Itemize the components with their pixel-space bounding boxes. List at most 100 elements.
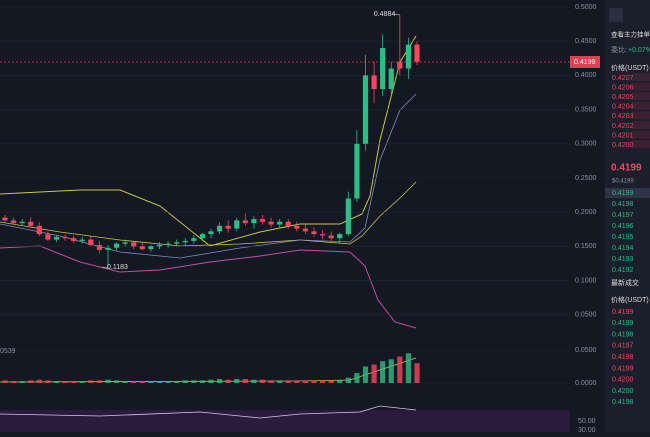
price-header: 价格(USDT): [611, 63, 649, 72]
ask-depth: [632, 92, 650, 101]
osc-bg: [0, 410, 570, 432]
candle-body: [45, 234, 51, 240]
last-price-label: 0.4199: [574, 59, 596, 66]
volume-bar: [71, 381, 77, 383]
ask-depth: [632, 140, 650, 149]
candle-body: [234, 220, 240, 229]
bid-price: 0.4195: [612, 234, 634, 241]
ratio-value: +0.07%: [628, 47, 650, 54]
ask-depth: [632, 73, 650, 81]
bid-price: 0.4192: [612, 267, 634, 274]
ask-price: 0.4207: [612, 75, 634, 82]
candle-body: [182, 240, 188, 243]
ask-depth: [632, 130, 650, 139]
volume-bar: [139, 381, 145, 383]
volume-bar: [165, 381, 171, 383]
trades-title: 最新成交: [611, 278, 639, 287]
volume-bar: [199, 380, 206, 383]
candle-body: [191, 238, 197, 241]
candle-body: [251, 219, 257, 224]
candle-body: [242, 220, 248, 224]
panel-toggle[interactable]: 查看主力挂单: [611, 30, 650, 39]
trade-price: 0.4198: [612, 354, 634, 361]
ask-depth: [632, 101, 650, 110]
volume-bar: [62, 381, 68, 383]
chart-bg: [0, 0, 605, 432]
low-pointer: [101, 266, 109, 269]
candle-body: [156, 245, 163, 247]
y-tick-label: 0.1500: [575, 243, 597, 250]
y-tick-label: 0.3000: [575, 141, 597, 148]
candle-body: [337, 234, 343, 239]
osc-line: [0, 405, 417, 419]
ask-price: 0.4204: [612, 104, 634, 111]
candle-body: [71, 238, 77, 241]
volume-bar: [405, 353, 412, 383]
volume-bar: [225, 379, 231, 383]
bid-price: 0.4194: [612, 245, 634, 252]
trade-price: 0.4200: [612, 377, 634, 384]
volume-bar: [259, 379, 266, 383]
candle-body: [216, 225, 223, 232]
candle-body: [311, 231, 317, 235]
volume-bar: [277, 380, 283, 383]
volume-bar: [156, 381, 163, 383]
trade-price: 0.4200: [612, 388, 634, 395]
bid-price: 0.4198: [612, 201, 634, 208]
ask-price: 0.4201: [612, 132, 634, 139]
candle-body: [53, 236, 60, 240]
volume-bar: [88, 380, 94, 383]
volume-bar: [354, 373, 360, 383]
last-price-tag: [570, 56, 600, 68]
trade-price: 0.4199: [612, 309, 634, 316]
high-label: 0.4884: [374, 11, 396, 18]
low-label: 0.1183: [107, 264, 128, 271]
ask-price: 0.4202: [612, 123, 634, 130]
candle-body: [174, 242, 180, 244]
y-tick-label: 0.4000: [575, 72, 597, 79]
volume-bar: [371, 364, 377, 383]
last-usd: $0.4199: [612, 179, 634, 185]
y-tick-label: 0.0500: [575, 312, 597, 319]
volume-bar: [182, 380, 188, 383]
candle-body: [328, 235, 334, 239]
volume-bar: [302, 380, 309, 383]
candle-body: [345, 198, 351, 235]
volume-bar: [388, 359, 394, 383]
volume-bar: [414, 363, 420, 383]
candle-body: [414, 44, 420, 62]
candle-body: [139, 246, 145, 250]
volume-bar: [380, 361, 386, 383]
candle-body: [199, 234, 206, 239]
candle-body: [96, 245, 103, 250]
candle-body: [285, 221, 291, 226]
candle-body: [354, 143, 360, 199]
candle-body: [268, 221, 274, 225]
candle-body: [79, 239, 85, 241]
bid-price: 0.4196: [612, 223, 634, 230]
volume-bar: [105, 379, 111, 383]
volume-bar: [285, 380, 291, 383]
volume-bar: [337, 380, 343, 383]
candle-body: [371, 75, 377, 90]
trade-price: 0.4198: [612, 399, 634, 406]
volume-bar: [328, 380, 334, 383]
volume-bar: [191, 380, 197, 383]
panel-icon[interactable]: [609, 8, 623, 22]
trades-header: 价格(USDT): [611, 295, 649, 304]
ratio-label: 委比:: [611, 45, 627, 54]
candle-body: [113, 243, 120, 248]
volume-bar: [268, 380, 274, 383]
vol-tick-label: 0.0500: [575, 347, 597, 354]
trade-price: 0.4198: [612, 331, 634, 338]
ask-price: 0.4203: [612, 113, 634, 120]
candle-body: [380, 48, 386, 90]
volume-bar: [122, 381, 128, 383]
volume-bar: [362, 366, 369, 383]
last-trade: 0.4199: [611, 163, 642, 174]
candle-body: [88, 239, 94, 246]
candle-body: [302, 228, 309, 232]
candle-body: [28, 221, 34, 226]
ask-depth: [632, 111, 650, 120]
